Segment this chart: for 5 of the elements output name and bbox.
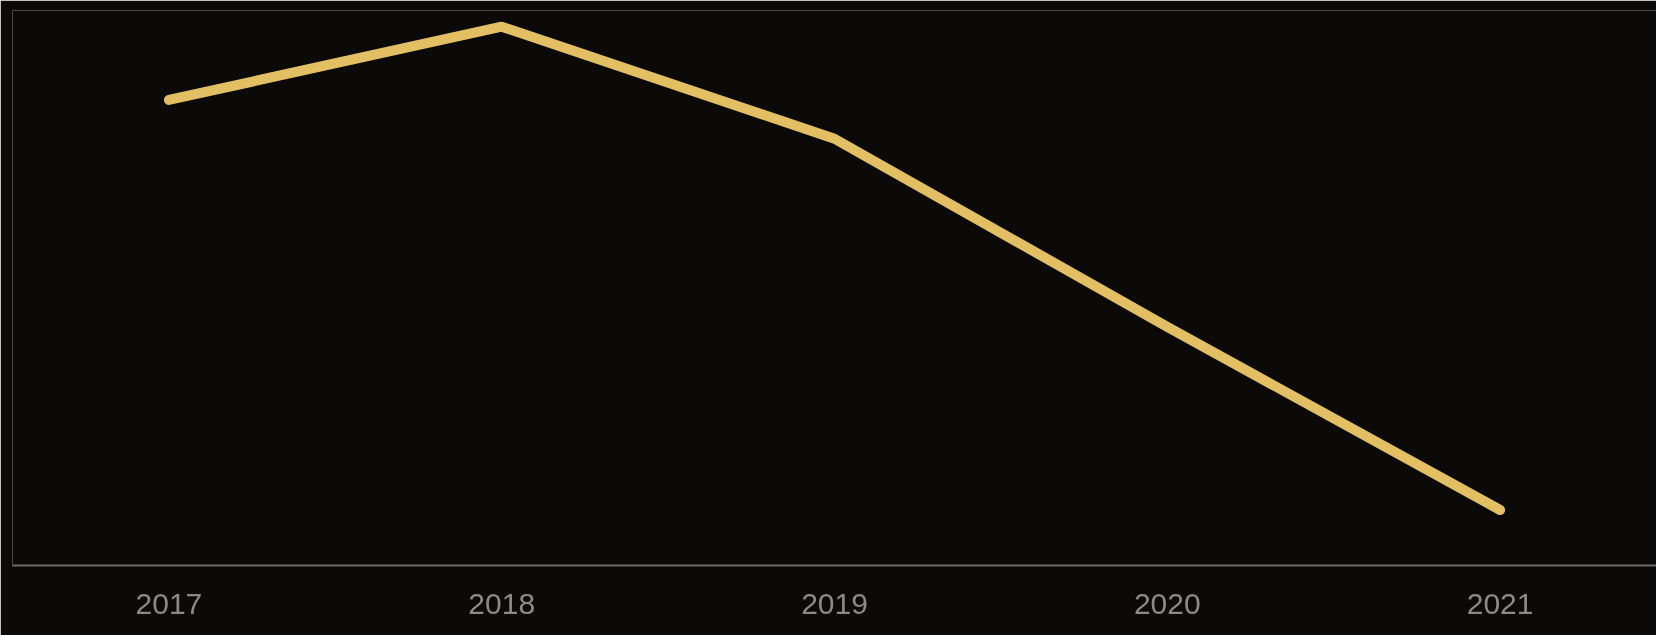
x-tick-label: 2018 xyxy=(468,586,536,620)
x-tick-label: 2019 xyxy=(801,586,868,620)
x-tick-label: 2020 xyxy=(1133,586,1201,620)
x-tick-label: 2017 xyxy=(135,586,203,620)
x-tick-label: 2021 xyxy=(1466,586,1534,620)
